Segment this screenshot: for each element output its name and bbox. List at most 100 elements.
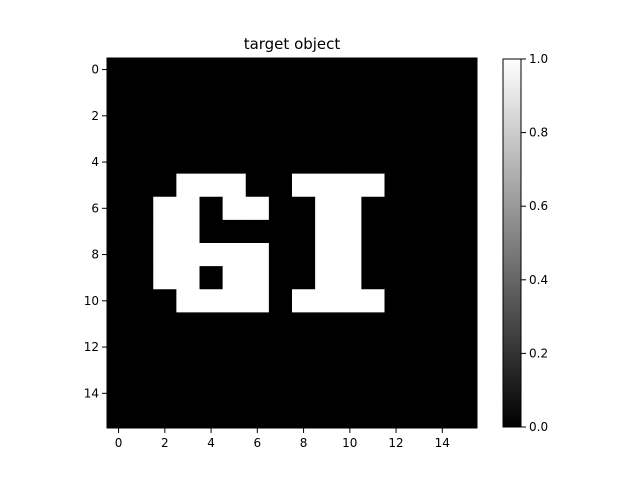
heatmap-cell [361,104,385,128]
heatmap-cell [384,289,409,313]
heatmap-cell [199,381,224,406]
heatmap-cell [361,150,385,175]
heatmap-cell [130,358,154,383]
heatmap-cell [292,312,316,336]
heatmap-cell [453,358,478,383]
heatmap-cell [338,127,362,151]
heatmap-cell [176,266,200,290]
heatmap-cell [268,312,293,336]
heatmap-cell [153,358,177,383]
heatmap-cell [315,81,339,105]
heatmap-cell [315,358,339,383]
heatmap-cell [453,150,478,175]
heatmap-cell [453,404,478,429]
heatmap-cell [315,127,339,151]
heatmap-cell [407,58,432,82]
heatmap-cell [176,335,200,360]
heatmap-cell [153,58,177,82]
heatmap-cell [384,243,409,267]
heatmap-cell [222,104,247,128]
heatmap-cell [268,58,293,82]
heatmap-cell [153,196,177,221]
heatmap-cell [130,404,154,429]
heatmap-cell [407,150,432,175]
heatmap-cell [338,335,362,360]
heatmap-cell [222,243,247,267]
y-tick-label: 14 [84,386,99,400]
heatmap-cell [107,127,131,151]
heatmap-cell [199,243,224,267]
colorbar-tick-label: 1.0 [529,52,548,66]
heatmap-cell [338,58,362,82]
heatmap-cell [430,312,455,336]
heatmap-cell [407,243,432,267]
heatmap-cell [222,81,247,105]
heatmap-cell [176,173,200,198]
heatmap-cell [453,127,478,151]
heatmap-cell [130,266,154,290]
heatmap-cell [268,266,293,290]
heatmap-cell [130,312,154,336]
heatmap-cell [292,335,316,360]
heatmap-cell [384,335,409,360]
heatmap-cell [338,81,362,105]
y-tick-label: 12 [84,340,99,354]
heatmap-cell [107,381,131,406]
heatmap-cell [407,81,432,105]
heatmap-cell [222,58,247,82]
heatmap-cell [245,266,270,290]
heatmap-cell [222,335,247,360]
heatmap-cell [338,404,362,429]
heatmap-cell [130,150,154,175]
heatmap-cell [453,196,478,221]
heatmap-cell [107,196,131,221]
heatmap-cell [199,173,224,198]
heatmap-cell [153,335,177,360]
heatmap-cell [130,335,154,360]
x-tick-label: 0 [115,436,123,450]
heatmap-cell [130,81,154,105]
heatmap-cell [245,173,270,198]
heatmap-cell [107,81,131,105]
heatmap-cell [361,289,385,313]
heatmap-cell [176,127,200,151]
x-axis: 0 2 4 6 8 10 12 14 [115,428,450,450]
y-tick-label: 6 [91,201,99,215]
heatmap-cell [222,289,247,313]
heatmap-cell [199,104,224,128]
heatmap-cell [430,335,455,360]
heatmap-cell [107,289,131,313]
heatmap-cell [107,358,131,383]
heatmap-cell [384,150,409,175]
heatmap-cell [176,289,200,313]
heatmap-cell [338,219,362,244]
heatmap-cell [268,196,293,221]
x-tick-label: 14 [435,436,450,450]
heatmap-cell [407,266,432,290]
heatmap-cell [176,196,200,221]
heatmap-cell [384,196,409,221]
heatmap-cell [292,289,316,313]
heatmap-cell [453,104,478,128]
heatmap-cell [222,219,247,244]
heatmap-cell [361,219,385,244]
x-tick-label: 2 [161,436,169,450]
heatmap-cell [130,127,154,151]
heatmap-cell [199,358,224,383]
heatmap-cell [153,173,177,198]
heatmap-cell [430,358,455,383]
heatmap-cell [361,266,385,290]
x-tick-label: 10 [342,436,357,450]
heatmap-cell [222,196,247,221]
heatmap-cell [245,312,270,336]
heatmap-cell [338,104,362,128]
heatmap-cell [107,243,131,267]
chart-title: target object [244,35,341,53]
heatmap-cell [430,81,455,105]
heatmap-cell [384,81,409,105]
heatmap-cell [315,312,339,336]
heatmap-cell [176,381,200,406]
heatmap-cell [176,358,200,383]
heatmap-cell [338,266,362,290]
heatmap-cell [292,404,316,429]
